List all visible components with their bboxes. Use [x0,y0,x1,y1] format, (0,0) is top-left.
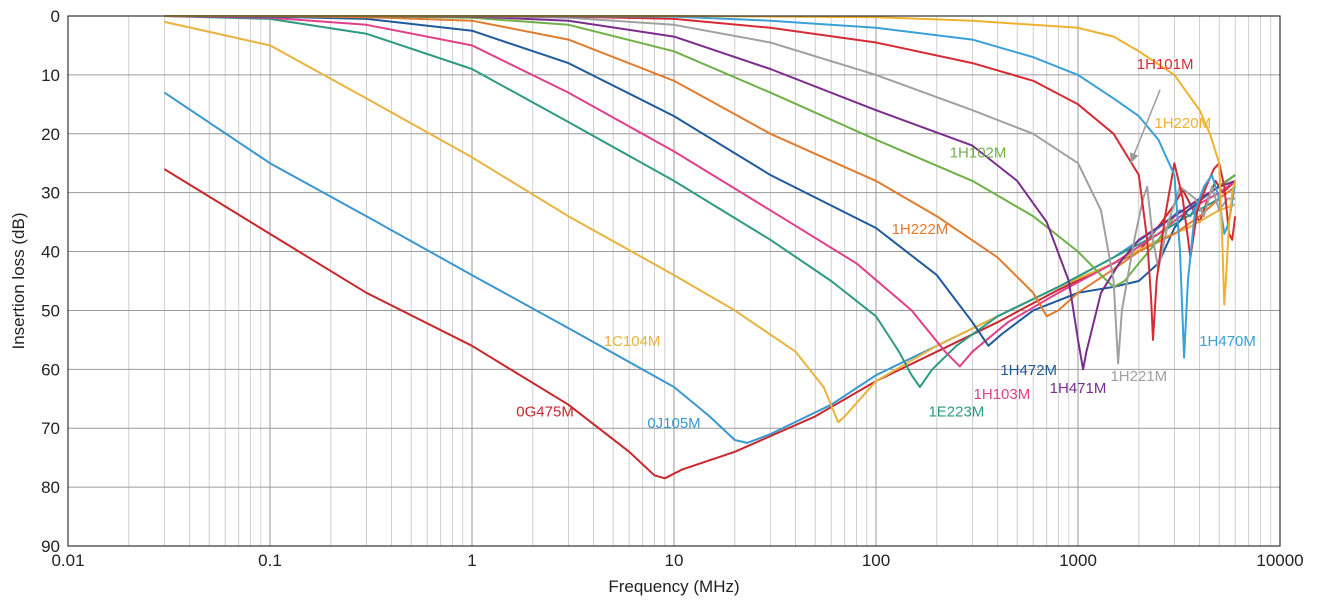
y-tick-label: 0 [51,7,60,26]
y-axis-title: Insertion loss (dB) [9,213,28,350]
series-line-1c104m [164,20,1236,424]
y-tick-label: 70 [41,419,60,438]
series-line-1h471m [164,15,1236,371]
pointer-arrow-head [1130,152,1139,164]
y-tick-labels: 0 10 20 30 40 50 60 70 80 90 [41,7,60,556]
series-label-1h220m: 1H220M [1154,115,1211,132]
series-label-1c104m: 1C104M [604,333,661,350]
series-label-0g475m: 0G475M [516,403,574,420]
pointer-arrow [1129,89,1161,164]
pointer-arrow-shaft [1129,89,1161,164]
series-label-1h103m: 1H103M [974,386,1031,403]
y-tick-label: 50 [41,301,60,320]
grid [67,15,1280,547]
series-label-1h471m: 1H471M [1050,380,1107,397]
series-label-1h470m: 1H470M [1199,333,1256,350]
series-line-1h222m [164,15,1236,318]
series-label-1h221m: 1H221M [1110,368,1167,385]
y-tick-label: 10 [41,66,60,85]
x-tick-label: 100 [862,551,890,570]
series-label-1h222m: 1H222M [892,221,949,238]
y-tick-label: 40 [41,243,60,262]
x-tick-label: 10000 [1256,551,1303,570]
series-line-1h101m [164,15,1237,341]
x-tick-label: 1000 [1059,551,1097,570]
series-line-1e223m [164,15,1236,388]
series-lines [163,15,1237,480]
series-label-1h102m: 1H102M [950,144,1007,161]
x-axis-title: Frequency (MHz) [608,577,739,596]
y-tick-label: 30 [41,184,60,203]
series-line-1h220m [164,15,1237,306]
series-label-1h472m: 1H472M [1000,362,1057,379]
series-label-0j105m: 0J105M [647,415,700,432]
x-tick-label: 10 [665,551,684,570]
x-tick-label: 0.01 [51,551,84,570]
y-tick-label: 20 [41,125,60,144]
plot-frame [67,15,1281,547]
series-line-1h470m [164,15,1237,359]
series-line-1h103m [164,15,1236,368]
series-label-1h101m: 1H101M [1137,56,1194,73]
y-tick-label: 90 [41,537,60,556]
y-tick-label: 80 [41,478,60,497]
x-tick-labels: 0.01 0.1 1 10 100 1000 10000 [51,551,1303,570]
series-label-1e223m: 1E223M [928,403,984,420]
x-tick-label: 0.1 [258,551,282,570]
y-tick-label: 60 [41,360,60,379]
series-line-1h472m [164,15,1236,347]
series-line-1h221m [164,15,1236,365]
x-tick-label: 1 [467,551,476,570]
